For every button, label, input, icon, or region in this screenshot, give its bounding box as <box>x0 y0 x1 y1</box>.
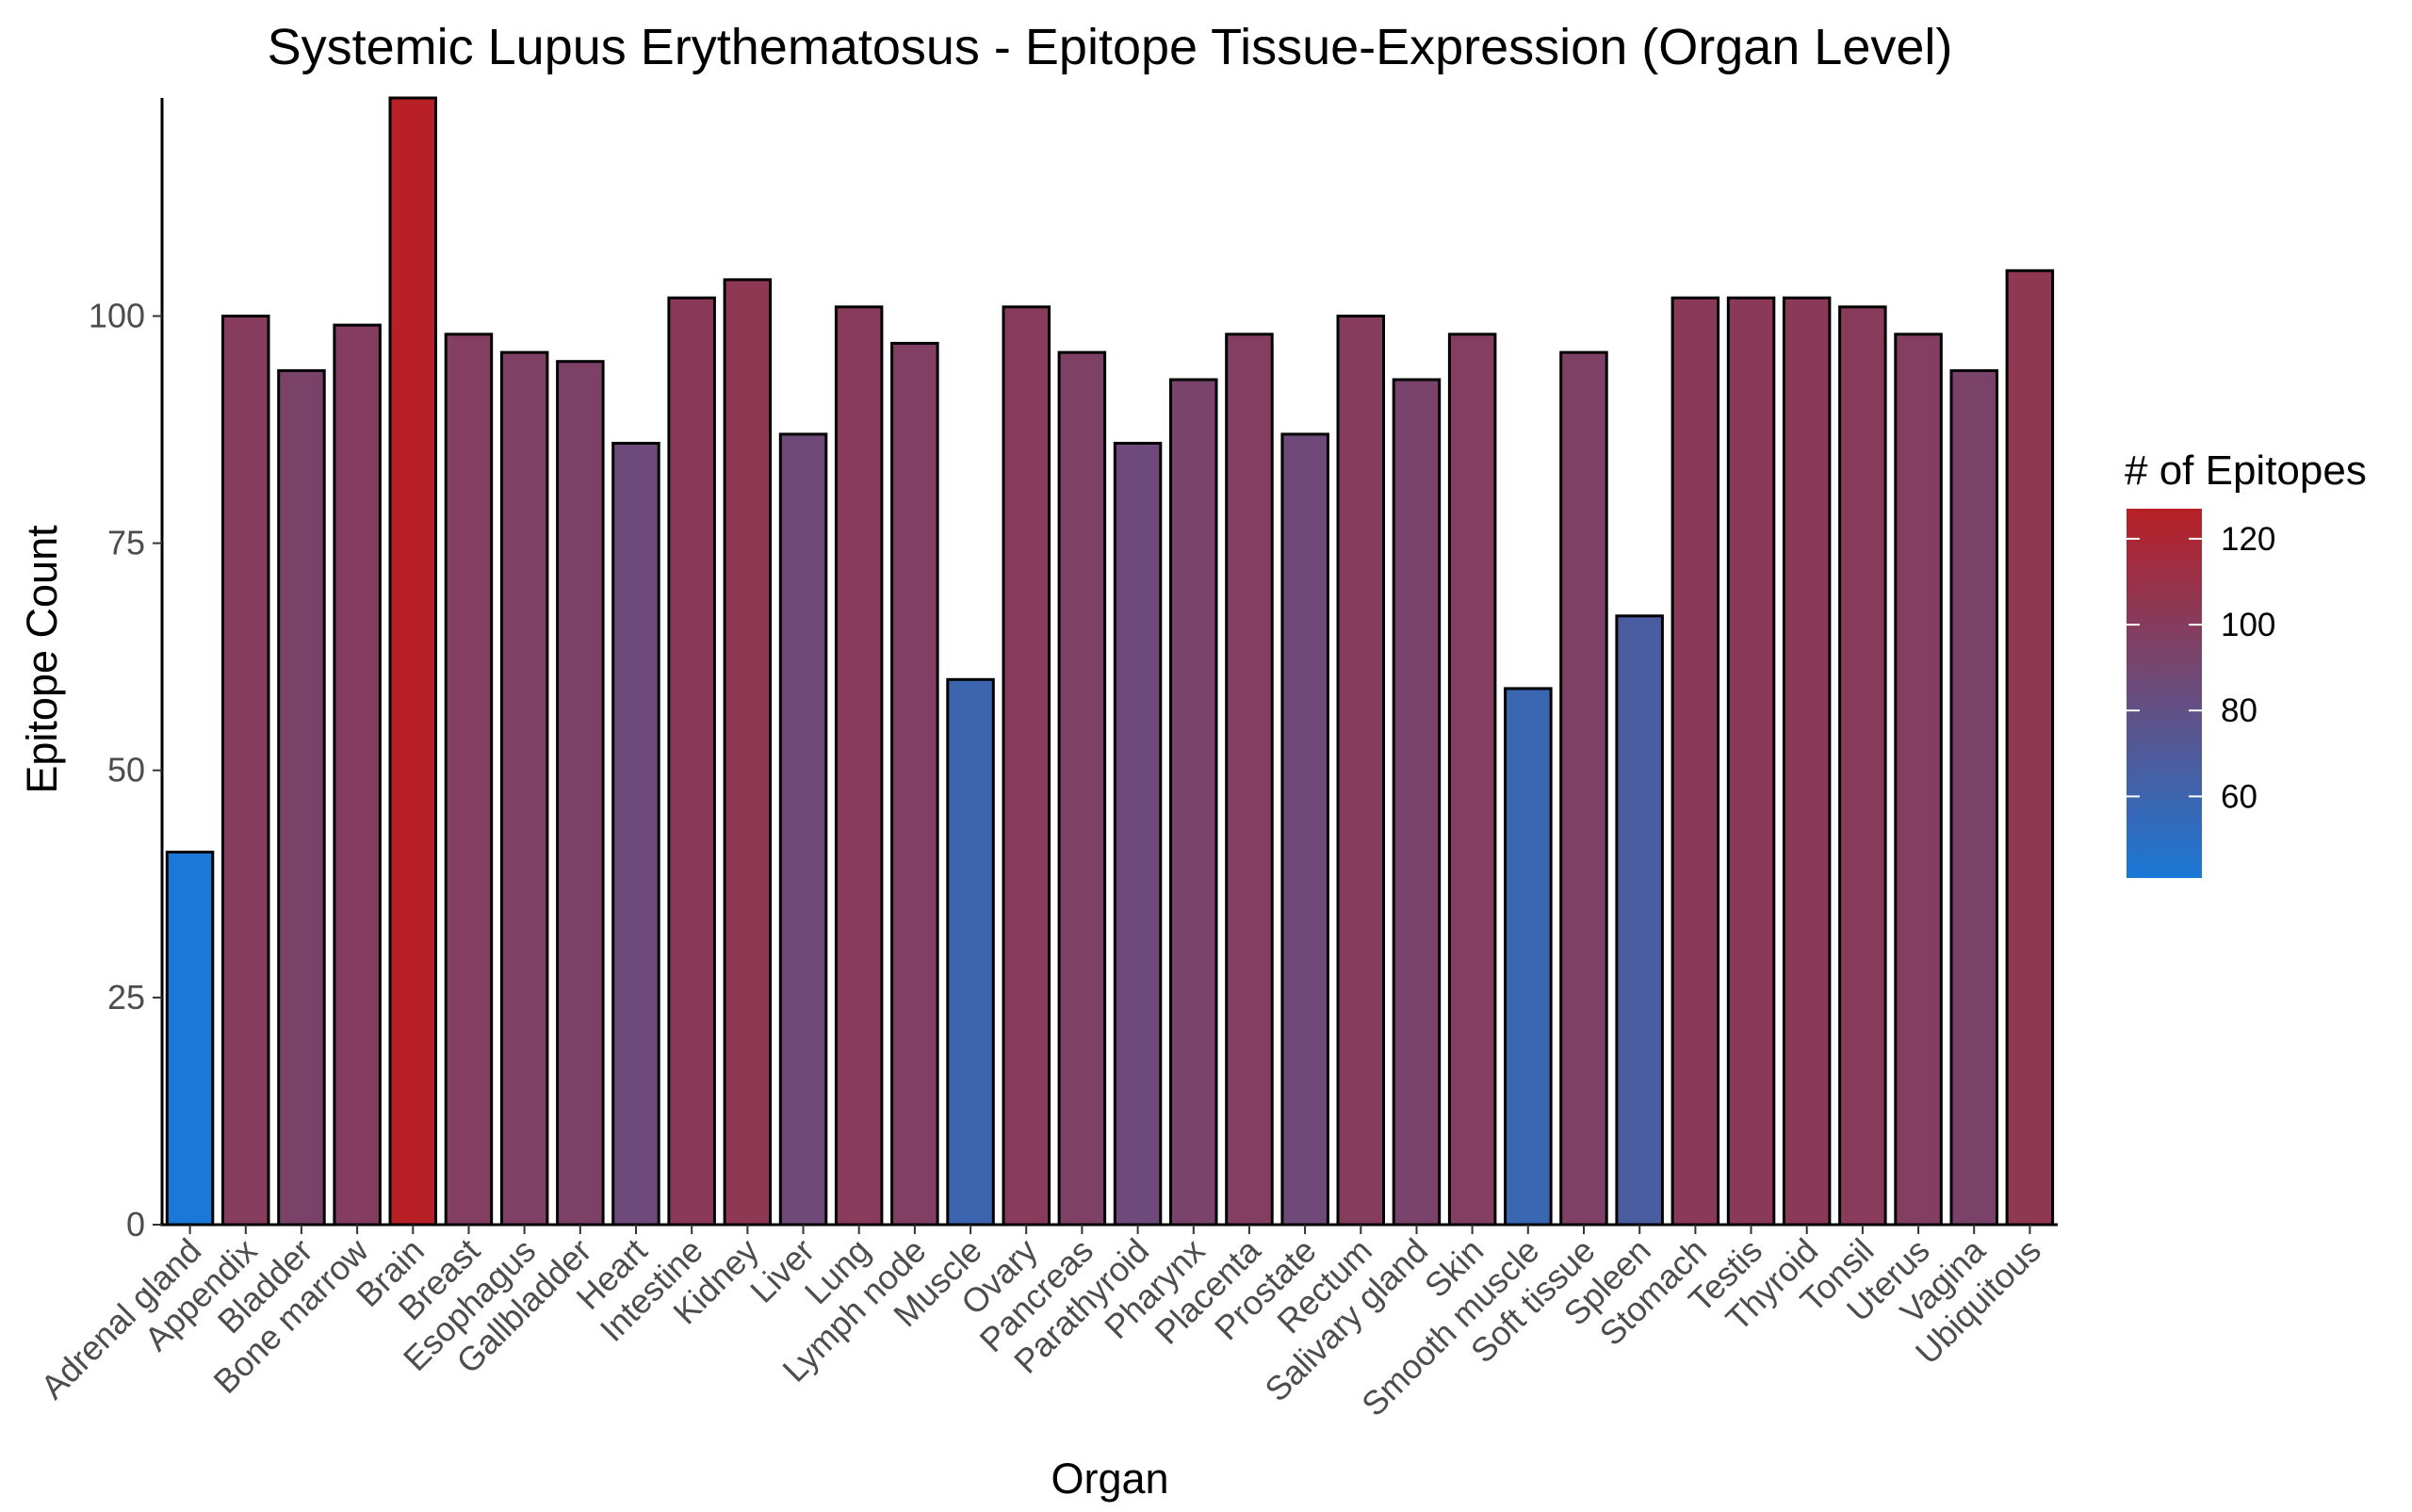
bar-kidney <box>723 278 773 1227</box>
bar-thyroid <box>1782 296 1832 1227</box>
bar-ovary <box>1002 305 1051 1227</box>
bar-testis <box>1726 296 1776 1227</box>
bars-layer <box>165 96 2055 1227</box>
bar-muscle <box>946 677 995 1227</box>
legend-tick-label: 60 <box>2221 778 2257 815</box>
legend-tick-label: 100 <box>2221 607 2275 643</box>
bar-intestine <box>667 296 716 1227</box>
bar-bladder <box>277 368 326 1227</box>
bar-prostate <box>1280 432 1329 1227</box>
legend-tick-label: 120 <box>2221 521 2275 558</box>
y-ticks-layer: 0 25 50 75 100 <box>89 297 162 1244</box>
y-tick-label: 25 <box>107 978 145 1016</box>
bar-uterus <box>1894 333 1943 1227</box>
bar-adrenal-gland <box>165 851 215 1227</box>
chart-title: Systemic Lupus Erythematosus - Epitope T… <box>268 19 1953 75</box>
bar-lung <box>834 305 884 1227</box>
bar-ubiquitous <box>2005 268 2055 1227</box>
bar-brain <box>388 96 437 1227</box>
bar-tonsil <box>1838 305 1887 1227</box>
legend: # of Epitopes 60 80 100 120 <box>2125 447 2367 878</box>
y-tick-label: 0 <box>126 1205 145 1244</box>
bar-liver <box>778 432 828 1227</box>
bar-soft-tissue <box>1559 350 1608 1227</box>
bar-pharynx <box>1169 378 1218 1227</box>
bar-gallbladder <box>556 360 605 1227</box>
bar-smooth-muscle <box>1504 687 1553 1227</box>
bar-stomach <box>1670 296 1720 1227</box>
y-tick-label: 50 <box>107 751 145 789</box>
x-axis-title: Organ <box>1051 1455 1168 1503</box>
legend-ticks-layer: 60 80 100 120 <box>2127 521 2275 815</box>
bar-heart <box>611 442 660 1227</box>
bar-esophagus <box>499 350 549 1227</box>
bar-skin <box>1447 333 1497 1227</box>
bar-pancreas <box>1057 350 1107 1227</box>
y-axis-title: Epitope Count <box>18 525 66 794</box>
bar-spleen <box>1615 614 1664 1227</box>
legend-title: # of Epitopes <box>2125 447 2367 494</box>
bar-placenta <box>1225 333 1274 1227</box>
legend-colorbar <box>2127 509 2202 878</box>
bar-parathyroid <box>1113 442 1163 1227</box>
bar-bone-marrow <box>333 323 382 1227</box>
legend-tick-label: 80 <box>2221 692 2257 729</box>
bar-appendix <box>221 315 270 1227</box>
bar-lymph-node <box>890 341 939 1227</box>
bar-breast <box>444 333 494 1227</box>
bar-salivary-gland <box>1392 378 1442 1227</box>
bar-vagina <box>1949 368 1998 1227</box>
bar-rectum <box>1336 315 1385 1227</box>
y-tick-label: 75 <box>107 524 145 562</box>
y-tick-label: 100 <box>89 297 145 335</box>
